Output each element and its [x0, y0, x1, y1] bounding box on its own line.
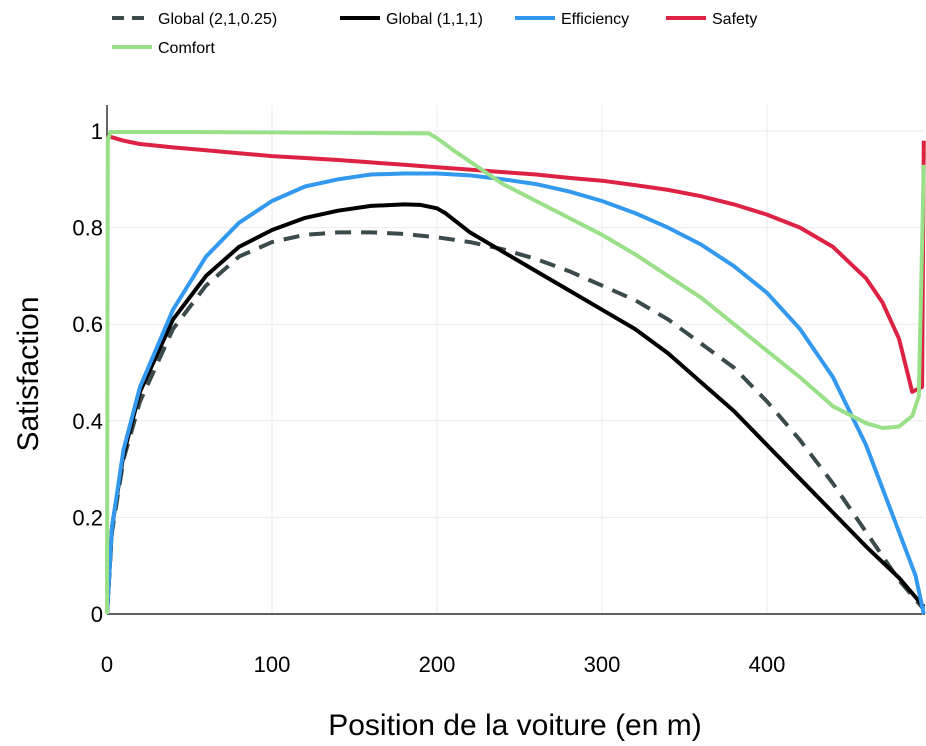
y-axis-label: Satisfaction	[12, 296, 45, 451]
series-line-global-2-1-0-25	[105, 230, 926, 615]
tick-labels: 0 100 200 300 400 0 0.2 0.4 0.6 0.8 1	[72, 119, 785, 677]
y-tick-label: 0.4	[72, 409, 103, 434]
x-tick-label: 0	[101, 652, 113, 677]
x-tick-label: 200	[419, 652, 456, 677]
y-tick-label: 0.2	[72, 505, 103, 530]
series-lines	[105, 130, 926, 615]
legend: Global (2,1,0.25) Global (1,1,1) Efficienc…	[112, 11, 757, 57]
y-tick-label: 0.8	[72, 216, 103, 241]
y-tick-label: 0	[91, 602, 103, 627]
series-line-efficiency	[105, 171, 926, 615]
legend-label-global-2-1-0-25: Global (2,1,0.25)	[158, 11, 277, 28]
legend-label-efficiency: Efficiency	[561, 11, 629, 28]
x-axis-label: Position de la voiture (en m)	[328, 709, 702, 742]
x-tick-label: 300	[584, 652, 621, 677]
x-tick-label: 400	[749, 652, 786, 677]
series-line-global-1-1-1	[105, 202, 926, 615]
y-tick-label: 1	[91, 119, 103, 144]
series-line-safety	[106, 133, 926, 394]
y-tick-label: 0.6	[72, 312, 103, 337]
legend-label-comfort: Comfort	[158, 40, 215, 57]
legend-label-safety: Safety	[712, 11, 757, 28]
legend-label-global-1-1-1: Global (1,1,1)	[386, 11, 483, 28]
x-tick-label: 100	[254, 652, 291, 677]
series-line-comfort	[105, 130, 926, 615]
